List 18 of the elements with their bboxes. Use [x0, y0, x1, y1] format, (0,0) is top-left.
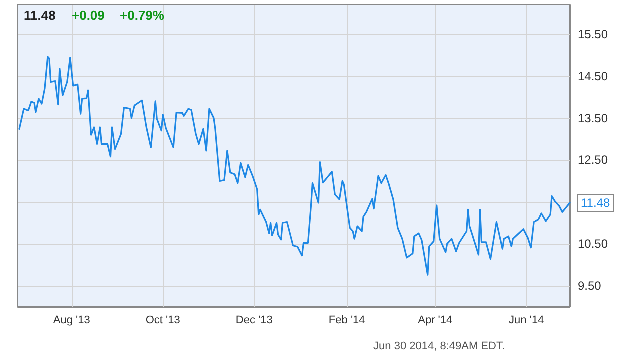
- annotation: 11.48: [581, 196, 610, 210]
- x-tick-label: Dec '13: [236, 314, 273, 326]
- x-tick-label: Apr '14: [418, 314, 453, 326]
- line-series: [18, 56, 571, 276]
- annotation: +0.09: [72, 8, 105, 23]
- x-tick-label: Oct '13: [146, 314, 180, 326]
- x-tick-label: Feb '14: [328, 314, 366, 326]
- annotation: +0.79%: [120, 8, 165, 23]
- y-tick-label: 12.50: [578, 153, 608, 168]
- y-tick-label: 9.50: [578, 279, 602, 294]
- y-tick-label: 14.50: [578, 69, 608, 84]
- y-tick-label: 13.50: [578, 111, 608, 126]
- x-tick-label: Aug '13: [53, 314, 90, 326]
- y-tick-label: 10.50: [578, 237, 608, 252]
- text: Jun 30 2014, 8:49AM EDT.: [374, 340, 505, 352]
- y-tick-label: 15.50: [578, 27, 608, 42]
- chart-title: 11.48: [24, 8, 56, 23]
- x-tick-label: Jun '14: [509, 314, 544, 326]
